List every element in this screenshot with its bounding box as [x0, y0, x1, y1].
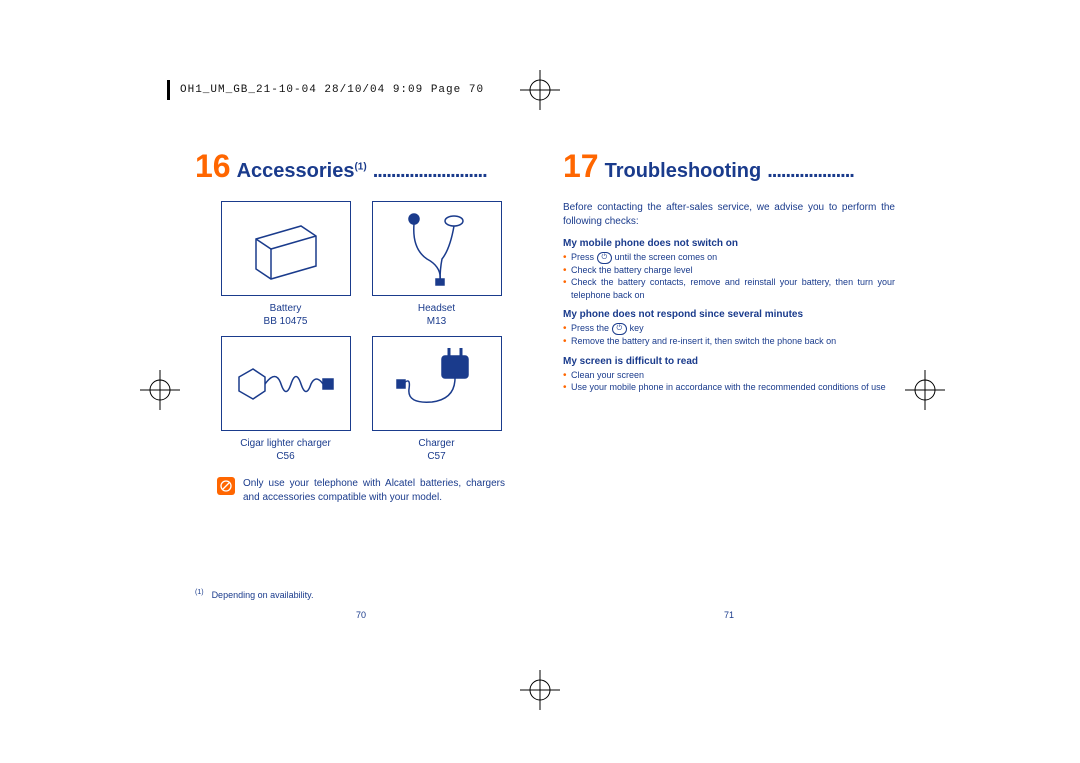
- headset-image: [372, 201, 502, 296]
- ts-item: Use your mobile phone in accordance with…: [563, 381, 895, 394]
- reg-mark-top: [520, 70, 560, 110]
- page-number-left: 70: [195, 610, 527, 620]
- page-left: 16 Accessories(1) ......................…: [195, 150, 527, 620]
- ts-head: My mobile phone does not switch on: [563, 238, 895, 249]
- ts-item: Check the battery contacts, remove and r…: [563, 276, 895, 301]
- chapter-dots: .........................: [373, 160, 487, 183]
- reg-mark-right: [905, 370, 945, 410]
- page-number-right: 71: [563, 610, 895, 620]
- accessory-label: Headset M13: [368, 302, 505, 328]
- warning-icon: [217, 477, 235, 495]
- chapter-title: Troubleshooting: [605, 160, 762, 183]
- chapter-num: 16: [195, 150, 231, 182]
- page-spread: 16 Accessories(1) ......................…: [195, 150, 895, 620]
- ts-head: My phone does not respond since several …: [563, 309, 895, 320]
- accessory-label: Cigar lighter charger C56: [217, 437, 354, 463]
- footnote: (1)Depending on availability.: [195, 589, 313, 600]
- note-text: Only use your telephone with Alcatel bat…: [243, 477, 505, 504]
- ts-item: Clean your screen: [563, 369, 895, 382]
- ts-item: Remove the battery and re-insert it, the…: [563, 335, 895, 348]
- chapter-title: Accessories(1): [237, 160, 367, 183]
- chapter-head-17: 17 Troubleshooting ...................: [563, 150, 895, 183]
- ts-item: Press ⏻ until the screen comes on: [563, 251, 895, 264]
- reg-mark-left: [140, 370, 180, 410]
- accessory-charger: Charger C57: [368, 336, 505, 463]
- accessory-headset: Headset M13: [368, 201, 505, 328]
- ts-head: My screen is difficult to read: [563, 356, 895, 367]
- ts-item: Check the battery charge level: [563, 264, 895, 277]
- note-row: Only use your telephone with Alcatel bat…: [217, 477, 505, 504]
- doc-header: OH1_UM_GB_21-10-04 28/10/04 9:09 Page 70: [180, 84, 484, 96]
- accessory-grid: Battery BB 10475: [217, 201, 505, 463]
- accessory-label: Battery BB 10475: [217, 302, 354, 328]
- accessory-label: Charger C57: [368, 437, 505, 463]
- charger-image: [372, 336, 502, 431]
- reg-mark-bottom: [520, 670, 560, 710]
- ts-item: Press the ⏻ key: [563, 322, 895, 335]
- cigar-charger-image: [221, 336, 351, 431]
- ts-intro: Before contacting the after-sales servic…: [563, 201, 895, 228]
- battery-image: [221, 201, 351, 296]
- accessory-battery: Battery BB 10475: [217, 201, 354, 328]
- page-right: 17 Troubleshooting ................... B…: [563, 150, 895, 620]
- chapter-num: 17: [563, 150, 599, 182]
- chapter-head-16: 16 Accessories(1) ......................…: [195, 150, 527, 183]
- chapter-dots: ...................: [767, 160, 854, 183]
- accessory-cigar-charger: Cigar lighter charger C56: [217, 336, 354, 463]
